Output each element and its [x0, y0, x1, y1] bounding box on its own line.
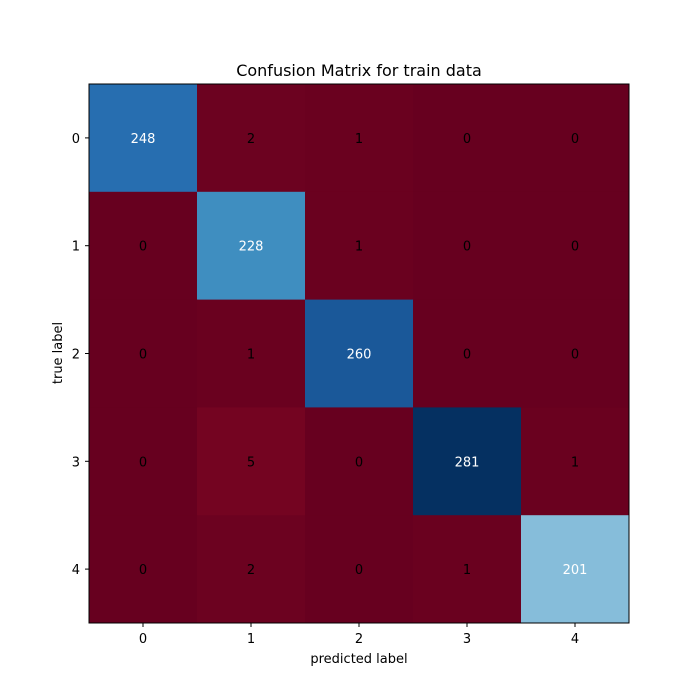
y-tick-label-2: 2: [72, 348, 80, 363]
heatmap-cells: [89, 84, 630, 624]
heatmap-cell-0-4: [521, 84, 630, 193]
cell-value-1-3: 0: [463, 240, 471, 255]
heatmap-cell-3-2: [305, 407, 414, 516]
heatmap-cell-3-3: [413, 407, 522, 516]
heatmap-cell-0-0: [89, 84, 198, 193]
x-tick-label-2: 2: [355, 632, 363, 647]
cell-value-1-2: 1: [355, 240, 363, 255]
y-tick-label-3: 3: [72, 455, 80, 470]
heatmap-cell-1-3: [413, 191, 522, 301]
heatmap-cell-2-2: [305, 299, 414, 408]
y-axis-ticks: 0 1 2 3 4: [72, 132, 89, 578]
heatmap-cell-0-1: [197, 84, 306, 193]
cell-value-4-0: 0: [139, 563, 147, 578]
x-tick-label-3: 3: [463, 632, 471, 647]
cell-value-3-1: 5: [247, 455, 255, 470]
cell-value-0-3: 0: [463, 132, 471, 147]
cell-value-1-0: 0: [139, 240, 147, 255]
x-axis-ticks: 0 1 2 3 4: [139, 623, 579, 647]
heatmap-cell-2-0: [89, 299, 198, 408]
heatmap-cell-1-0: [89, 191, 198, 301]
y-tick-label-1: 1: [72, 240, 80, 255]
x-axis-label: predicted label: [310, 652, 407, 667]
heatmap-cell-labels: 248 2 1 0 00 228 1 0 00 1 260 0 00 5 0 281 10 2 0 1 201: [131, 132, 588, 578]
cell-value-2-2: 260: [347, 348, 372, 363]
heatmap-cell-4-4: [521, 515, 630, 624]
cell-value-3-4: 1: [571, 455, 579, 470]
cell-value-3-0: 0: [139, 455, 147, 470]
heatmap-cell-2-4: [521, 299, 630, 408]
x-tick-label-0: 0: [139, 632, 147, 647]
cell-value-3-2: 0: [355, 455, 363, 470]
heatmap-cell-0-2: [305, 84, 414, 193]
heatmap-cell-3-1: [197, 407, 306, 516]
cell-value-4-4: 201: [563, 563, 588, 578]
heatmap-cell-4-2: [305, 515, 414, 624]
heatmap-cell-2-1: [197, 299, 306, 408]
cell-value-4-1: 2: [247, 563, 255, 578]
cell-value-2-3: 0: [463, 348, 471, 363]
y-tick-label-0: 0: [72, 132, 80, 147]
heatmap-cell-3-0: [89, 407, 198, 516]
cell-value-0-2: 1: [355, 132, 363, 147]
x-tick-label-4: 4: [571, 632, 579, 647]
cell-value-1-4: 0: [571, 240, 579, 255]
cell-value-2-0: 0: [139, 348, 147, 363]
heatmap-cell-3-4: [521, 407, 630, 516]
cell-value-3-3: 281: [455, 455, 480, 470]
heatmap-cell-4-0: [89, 515, 198, 624]
heatmap-cell-1-4: [521, 191, 630, 301]
heatmap-cell-4-1: [197, 515, 306, 624]
cell-value-1-1: 228: [239, 240, 264, 255]
heatmap-cell-1-2: [305, 191, 414, 301]
y-tick-label-4: 4: [72, 563, 80, 578]
heatmap-cell-2-3: [413, 299, 522, 408]
cell-value-4-3: 1: [463, 563, 471, 578]
cell-value-2-4: 0: [571, 348, 579, 363]
cell-value-0-4: 0: [571, 132, 579, 147]
cell-value-0-1: 2: [247, 132, 255, 147]
cell-value-2-1: 1: [247, 348, 255, 363]
x-tick-label-1: 1: [247, 632, 255, 647]
heatmap-cell-4-3: [413, 515, 522, 624]
chart-title: Confusion Matrix for train data: [236, 61, 482, 80]
y-axis-label: true label: [51, 322, 66, 384]
cell-value-0-0: 248: [131, 132, 156, 147]
heatmap-cell-1-1: [197, 191, 306, 301]
cell-value-4-2: 0: [355, 563, 363, 578]
heatmap-cell-0-3: [413, 84, 522, 193]
